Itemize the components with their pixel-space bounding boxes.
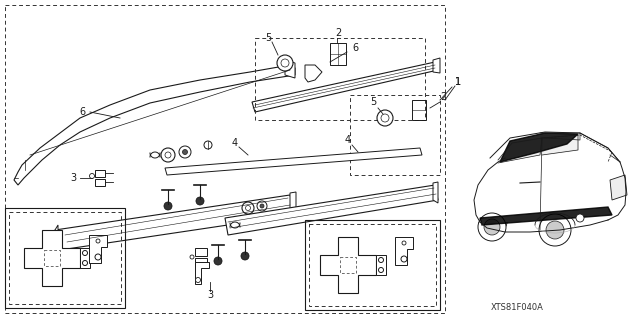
- Circle shape: [539, 214, 571, 246]
- Circle shape: [83, 261, 88, 265]
- Circle shape: [241, 252, 249, 260]
- Bar: [412, 100, 426, 120]
- Circle shape: [90, 174, 95, 179]
- Circle shape: [277, 55, 293, 71]
- Text: 4: 4: [345, 135, 351, 145]
- Polygon shape: [55, 195, 295, 250]
- Polygon shape: [225, 185, 438, 235]
- Bar: [9, 212, 121, 304]
- Circle shape: [242, 202, 254, 214]
- Circle shape: [246, 205, 250, 211]
- Circle shape: [164, 202, 172, 210]
- Text: 6: 6: [352, 43, 358, 53]
- Circle shape: [478, 213, 506, 241]
- Polygon shape: [55, 225, 58, 253]
- Polygon shape: [320, 237, 376, 293]
- Polygon shape: [433, 58, 440, 73]
- Text: 4: 4: [232, 138, 238, 148]
- Circle shape: [260, 204, 264, 208]
- Text: 2: 2: [335, 28, 341, 38]
- Bar: [340, 257, 356, 273]
- Circle shape: [484, 219, 500, 235]
- Text: 5: 5: [370, 97, 376, 107]
- Circle shape: [179, 146, 191, 158]
- Polygon shape: [580, 133, 618, 160]
- Circle shape: [257, 201, 267, 211]
- Text: 1: 1: [455, 77, 461, 87]
- Circle shape: [377, 110, 393, 126]
- Bar: [95, 179, 105, 186]
- Circle shape: [281, 59, 289, 67]
- Bar: [95, 170, 105, 177]
- Polygon shape: [542, 135, 578, 155]
- Polygon shape: [165, 148, 422, 175]
- Circle shape: [161, 148, 175, 162]
- Polygon shape: [376, 255, 386, 275]
- Text: 6: 6: [79, 107, 85, 117]
- Circle shape: [546, 221, 564, 239]
- Polygon shape: [195, 262, 209, 284]
- Polygon shape: [24, 230, 80, 286]
- Circle shape: [378, 257, 383, 263]
- Circle shape: [214, 257, 222, 265]
- Polygon shape: [252, 62, 438, 112]
- Circle shape: [165, 152, 171, 158]
- Bar: [305, 220, 440, 310]
- Circle shape: [576, 214, 584, 222]
- Text: 3: 3: [207, 290, 213, 300]
- Bar: [255, 38, 425, 120]
- Polygon shape: [290, 192, 296, 218]
- Bar: [195, 258, 207, 266]
- Polygon shape: [395, 237, 413, 265]
- Bar: [5, 208, 125, 308]
- Polygon shape: [500, 133, 578, 162]
- Circle shape: [204, 141, 212, 149]
- Circle shape: [83, 250, 88, 256]
- Circle shape: [190, 255, 194, 259]
- Circle shape: [182, 150, 188, 154]
- Bar: [309, 224, 436, 306]
- Circle shape: [96, 239, 100, 243]
- Bar: [350, 95, 440, 175]
- Polygon shape: [14, 65, 295, 185]
- Bar: [330, 43, 346, 65]
- Polygon shape: [285, 60, 295, 78]
- Text: 3: 3: [70, 173, 76, 183]
- Circle shape: [378, 268, 383, 272]
- Polygon shape: [610, 175, 627, 200]
- Circle shape: [195, 278, 200, 283]
- Polygon shape: [433, 182, 438, 203]
- Polygon shape: [498, 138, 542, 160]
- Bar: [195, 248, 207, 256]
- Circle shape: [95, 254, 101, 260]
- Circle shape: [381, 114, 389, 122]
- Polygon shape: [480, 207, 612, 225]
- Bar: [5, 5, 445, 313]
- Polygon shape: [80, 248, 90, 268]
- Text: 2: 2: [440, 92, 446, 102]
- Bar: [44, 250, 60, 266]
- Circle shape: [196, 197, 204, 205]
- Circle shape: [401, 256, 407, 262]
- Polygon shape: [305, 65, 322, 82]
- Text: 1: 1: [455, 77, 461, 87]
- Polygon shape: [89, 235, 107, 263]
- Text: XTS81F040A: XTS81F040A: [491, 302, 543, 311]
- Text: 5: 5: [265, 33, 271, 43]
- Circle shape: [402, 241, 406, 245]
